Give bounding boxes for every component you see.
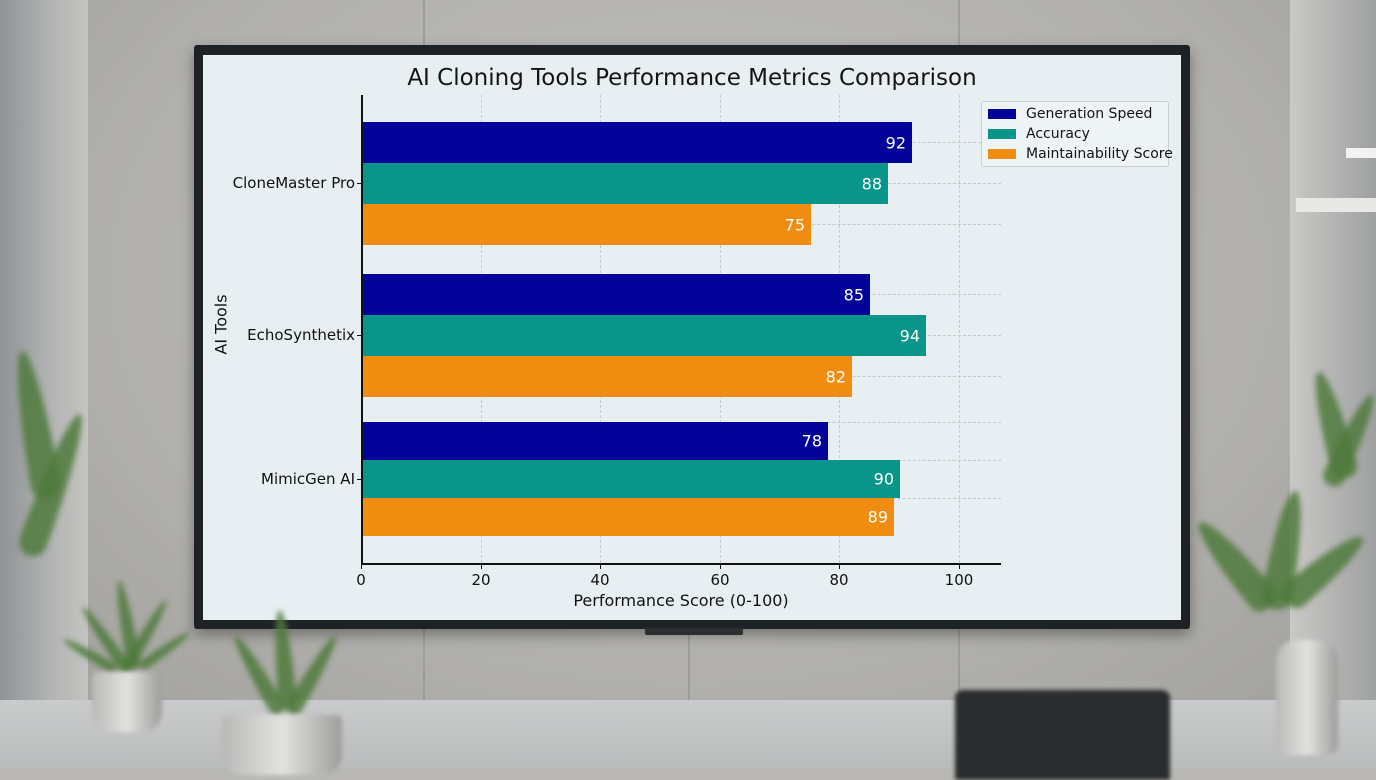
bar-value-label: 90 [873,469,894,489]
y-tick [357,335,361,336]
y-tick [357,183,361,184]
bar-echosynthetix-maintainability: 82 [362,356,852,397]
legend-item-accuracy: Accuracy [988,126,1090,142]
ceiling-light [1346,148,1376,158]
x-axis-line [361,563,1001,565]
x-tick-label: 0 [356,571,366,589]
laptop [955,690,1170,780]
legend-item-generation-speed: Generation Speed [988,106,1152,122]
bar-echosynthetix-generation-speed: 85 [362,274,870,315]
x-tick [959,564,960,569]
y-tick [357,479,361,480]
bar-value-label: 78 [801,431,822,451]
wall-monitor: AI Cloning Tools Performance Metrics Com… [194,45,1190,629]
monitor-mount [645,628,743,635]
bar-value-label: 85 [843,285,864,304]
legend-swatch [988,109,1016,119]
bar-value-label: 88 [861,174,882,193]
bar-clonemaster-accuracy: 88 [362,163,888,204]
bar-value-label: 82 [825,367,846,386]
legend-label: Accuracy [1026,126,1090,142]
y-tick-label-echosynthetix: EchoSynthetix [247,326,355,344]
bar-value-label: 92 [885,133,906,152]
y-tick-label-clonemaster-pro: CloneMaster Pro [232,174,355,192]
legend-label: Generation Speed [1026,106,1153,122]
bar-clonemaster-maintainability: 75 [362,204,811,245]
plot-area: 92 88 75 85 94 82 78 90 [212,95,1001,610]
legend-swatch [988,149,1016,159]
bar-value-label: 94 [899,326,920,345]
shelf [1296,198,1376,212]
x-tick-label: 100 [944,571,974,589]
chart-title: AI Cloning Tools Performance Metrics Com… [407,65,977,91]
x-tick-label: 60 [710,571,730,589]
x-tick [720,564,721,569]
x-tick-label: 40 [590,571,610,589]
y-tick-label-mimicgen-ai: MimicGen AI [261,470,355,488]
plant-background-left [0,348,93,590]
plant-right [1180,488,1376,660]
plant-pot [92,672,162,732]
bar-echosynthetix-accuracy: 94 [362,315,926,356]
bar-value-label: 75 [784,215,805,234]
y-axis-label: AI Tools [211,294,231,355]
bar-mimicgen-generation-speed: 78 [362,422,828,460]
x-tick-label: 80 [829,571,849,589]
legend-label: Maintainability Score [1026,146,1173,162]
legend-item-maintainability-score: Maintainability Score [988,146,1173,162]
x-axis-label: Performance Score (0-100) [573,591,789,610]
bar-clonemaster-generation-speed: 92 [362,122,912,163]
bar-mimicgen-accuracy: 90 [362,460,900,498]
x-tick [839,564,840,569]
plant-center [210,609,360,720]
bar-mimicgen-maintainability: 89 [362,498,894,536]
plant-pot [222,715,342,775]
grid-line [959,95,960,563]
plant-background-right [1300,368,1376,500]
chart-screen: AI Cloning Tools Performance Metrics Com… [203,55,1181,620]
y-axis-line [361,95,363,564]
x-tick [481,564,482,569]
x-tick [361,564,362,569]
bar-value-label: 89 [867,507,888,527]
x-tick-label: 20 [471,571,491,589]
legend-swatch [988,129,1016,139]
x-tick [600,564,601,569]
background-room-left [0,0,88,768]
wall-seam [688,600,690,700]
vase [1276,640,1338,755]
chart-legend: Generation Speed Accuracy Maintainabilit… [981,101,1173,167]
